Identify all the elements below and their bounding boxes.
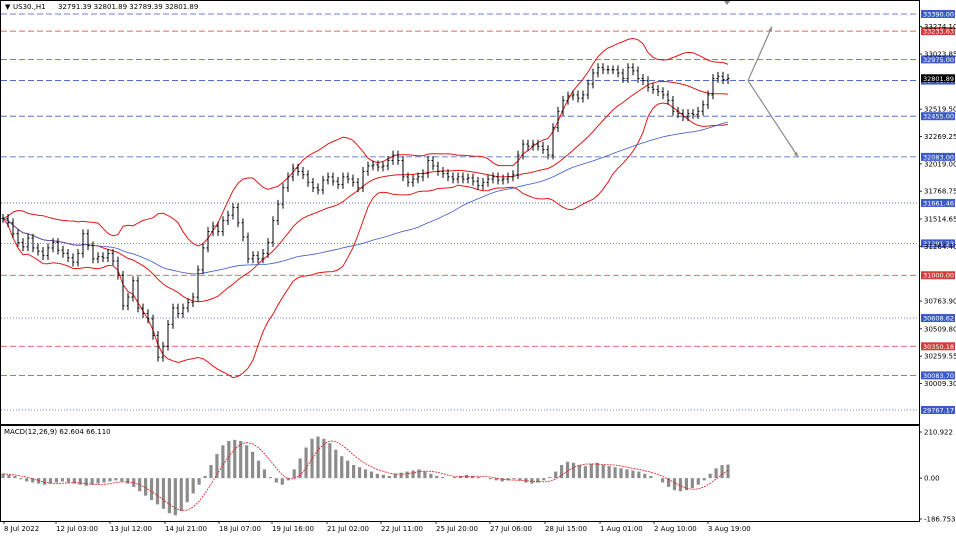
level-tag (921, 406, 955, 414)
macd-signal-line (2, 440, 729, 511)
symbol-label: US30.,H1 (13, 3, 46, 11)
price-tick-label: 30009.30 (924, 380, 956, 388)
forecast-arrow-down (747, 80, 799, 158)
price-tick-label: 32519.50 (924, 106, 956, 114)
time-tick-label: 18 Jul 07:00 (219, 525, 261, 533)
current-price-tag (921, 74, 955, 83)
macd-tick-label: 210.922 (924, 429, 953, 437)
level-tag (921, 198, 955, 207)
bollinger-bands (2, 37, 729, 379)
level-tag (921, 371, 955, 380)
level-tag (921, 27, 955, 36)
level-tag (921, 55, 955, 64)
price-tick-label: 31768.75 (924, 188, 956, 196)
level-tag (921, 112, 955, 121)
main-plot-frame (0, 0, 920, 425)
forecast-arrows (747, 26, 799, 158)
time-tick-label: 21 Jul 02:00 (327, 525, 369, 533)
level-tag (921, 10, 955, 18)
time-tick-label: 3 Aug 19:00 (708, 525, 751, 533)
level-tag-label: 32455.00 (923, 113, 954, 121)
level-tag-label: 31000.00 (923, 272, 954, 280)
level-tag (921, 271, 955, 280)
price-tick-label: 32019.00 (924, 160, 956, 168)
price-series (1, 63, 730, 362)
bollinger-upper (2, 37, 729, 247)
price-tick-label: 30509.80 (924, 325, 956, 333)
level-tag-label: 33390.00 (923, 11, 954, 19)
time-axis: 8 Jul 2022 12 Jul 03:00 13 Jul 12:00 14 Jul… (3, 521, 751, 533)
level-tag (921, 342, 955, 351)
level-tag (921, 152, 955, 161)
moving-average (2, 121, 729, 275)
level-tag-label: 31291.23 (923, 240, 954, 248)
level-tag-label: 32083.00 (923, 153, 954, 161)
time-tick-label: 27 Jul 06:00 (490, 525, 532, 533)
time-tick-label: 28 Jul 15:00 (545, 525, 587, 533)
price-tick-label: 30259.55 (924, 353, 956, 361)
time-tick-label: 8 Jul 2022 (4, 525, 39, 533)
level-tag-label: 30608.62 (923, 315, 954, 323)
forecast-arrow-up (747, 26, 773, 81)
price-tick-label: 31514.65 (924, 215, 956, 223)
time-tick-label: 13 Jul 12:00 (110, 525, 152, 533)
level-tag-label: 33233.63 (923, 28, 954, 36)
level-tag-label: 30083.70 (923, 372, 954, 380)
price-tick-label: 31264.40 (924, 243, 956, 251)
time-tick-label: 25 Jul 20:00 (436, 525, 478, 533)
shift-marker-icon[interactable] (724, 1, 730, 5)
triangle-icon: ▼ (5, 3, 11, 11)
time-tick-label: 19 Jul 16:00 (272, 525, 314, 533)
bollinger-middle (2, 80, 729, 303)
level-tag (921, 239, 955, 248)
level-tag-label: 31661.46 (923, 199, 954, 207)
bollinger-lower (2, 102, 729, 379)
ohlc-label: 32791.39 32801.89 32789.39 32801.89 (58, 3, 198, 11)
price-axis: 33274.10 33023.85 32519.50 32269.25 32019.00… (919, 23, 956, 388)
macd-tick-label: -186.753 (924, 516, 955, 524)
time-tick-label: 12 Jul 03:00 (56, 525, 98, 533)
macd-tick-label: 0.00 (924, 475, 940, 483)
arrow-head-icon (793, 151, 798, 157)
time-tick-label: 22 Jul 11:00 (381, 525, 423, 533)
level-tag-label: 30350.18 (923, 343, 954, 351)
macd-indicator: 210.922 0.00 -186.753 (1, 429, 955, 524)
level-tag-label: 32975.00 (923, 56, 954, 64)
time-tick-label: 1 Aug 01:00 (600, 525, 643, 533)
indicator-plot-frame (0, 425, 920, 522)
price-tick-label: 30763.90 (924, 298, 956, 306)
price-tick-label: 32269.25 (924, 133, 956, 141)
level-tag (921, 314, 955, 323)
price-tick-label: 33023.85 (924, 51, 956, 59)
macd-label: MACD(12,26,9) 62.604 66.110 (4, 428, 111, 436)
current-price-label: 32801.89 (923, 75, 954, 83)
time-tick-label: 2 Aug 10:00 (654, 525, 697, 533)
arrow-head-icon (768, 26, 772, 32)
level-tag-label: 29767.17 (923, 407, 954, 415)
time-tick-label: 14 Jul 21:00 (165, 525, 207, 533)
price-tick-label: 33274.10 (924, 23, 956, 31)
